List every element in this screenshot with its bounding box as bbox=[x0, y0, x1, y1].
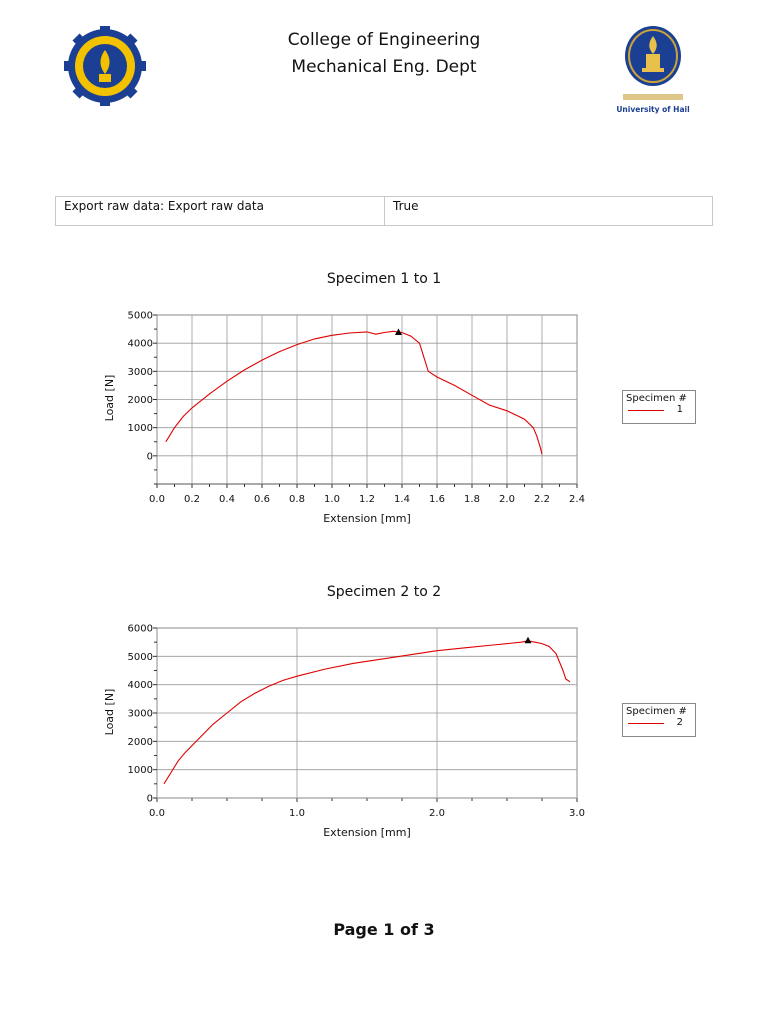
y-tick-label: 3000 bbox=[128, 367, 153, 378]
x-tick-label: 0.8 bbox=[289, 494, 305, 505]
series-line bbox=[165, 330, 543, 455]
y-tick-label: 0 bbox=[147, 794, 153, 805]
legend-title: Specimen # bbox=[626, 393, 687, 404]
y-tick-label: 2000 bbox=[128, 737, 153, 748]
table-cell-key: Export raw data: Export raw data bbox=[55, 196, 385, 226]
legend-swatch bbox=[628, 410, 664, 411]
x-tick-label: 3.0 bbox=[569, 808, 585, 819]
x-tick-label: 0.0 bbox=[149, 494, 165, 505]
x-tick-label: 0.2 bbox=[184, 494, 200, 505]
x-tick-label: 2.0 bbox=[499, 494, 515, 505]
chart-1-title: Specimen 1 to 1 bbox=[326, 271, 442, 287]
x-tick-label: 2.2 bbox=[534, 494, 550, 505]
y-tick-label: 4000 bbox=[128, 339, 153, 350]
y-tick-label: 6000 bbox=[128, 624, 153, 635]
series-line bbox=[163, 640, 571, 785]
y-axis-label: Load [N] bbox=[103, 375, 116, 422]
x-axis-label: Extension [mm] bbox=[323, 826, 411, 839]
chart-2-title: Specimen 2 to 2 bbox=[326, 584, 442, 600]
y-tick-label: 0 bbox=[147, 451, 153, 462]
max-load-marker bbox=[524, 636, 532, 644]
legend-entry: 1 bbox=[676, 404, 683, 415]
y-tick-label: 1000 bbox=[128, 423, 153, 434]
header-line-1: College of Engineering bbox=[287, 30, 481, 50]
x-tick-label: 2.0 bbox=[429, 808, 445, 819]
legend-title: Specimen # bbox=[626, 706, 687, 717]
legend-swatch bbox=[628, 723, 664, 724]
table-cell-value: True bbox=[384, 196, 713, 226]
y-tick-label: 5000 bbox=[128, 311, 153, 322]
max-load-marker bbox=[395, 328, 402, 335]
x-tick-label: 0.4 bbox=[219, 494, 235, 505]
x-tick-label: 0.6 bbox=[254, 494, 270, 505]
x-tick-label: 1.6 bbox=[429, 494, 445, 505]
chart-2-legend: Specimen # 2 bbox=[622, 703, 696, 737]
x-tick-label: 1.0 bbox=[324, 494, 340, 505]
chart-1-legend: Specimen # 1 bbox=[622, 390, 696, 424]
y-tick-label: 2000 bbox=[128, 395, 153, 406]
x-tick-label: 1.8 bbox=[464, 494, 480, 505]
college-engineering-logo bbox=[62, 25, 148, 107]
logo-wordmark: University of Hail bbox=[616, 105, 689, 114]
university-of-hail-logo: University of Hail bbox=[615, 26, 693, 116]
legend-entry: 2 bbox=[676, 717, 683, 728]
y-tick-label: 5000 bbox=[128, 652, 153, 663]
table-row: Export raw data: Export raw data True bbox=[55, 196, 713, 226]
x-tick-label: 2.4 bbox=[569, 494, 585, 505]
y-tick-label: 4000 bbox=[128, 680, 153, 691]
y-tick-label: 1000 bbox=[128, 765, 153, 776]
x-tick-label: 1.4 bbox=[394, 494, 410, 505]
x-tick-label: 1.0 bbox=[289, 808, 305, 819]
x-axis-label: Extension [mm] bbox=[323, 512, 411, 525]
x-tick-label: 0.0 bbox=[149, 808, 165, 819]
export-settings-table: Export raw data: Export raw data True bbox=[55, 196, 713, 226]
y-axis-label: Load [N] bbox=[103, 689, 116, 736]
page-number: Page 1 of 3 bbox=[333, 920, 435, 939]
header-title: College of Engineering Mechanical Eng. D… bbox=[0, 27, 768, 81]
y-tick-label: 3000 bbox=[128, 709, 153, 720]
x-tick-label: 1.2 bbox=[359, 494, 375, 505]
header-line-2: Mechanical Eng. Dept bbox=[291, 57, 477, 77]
